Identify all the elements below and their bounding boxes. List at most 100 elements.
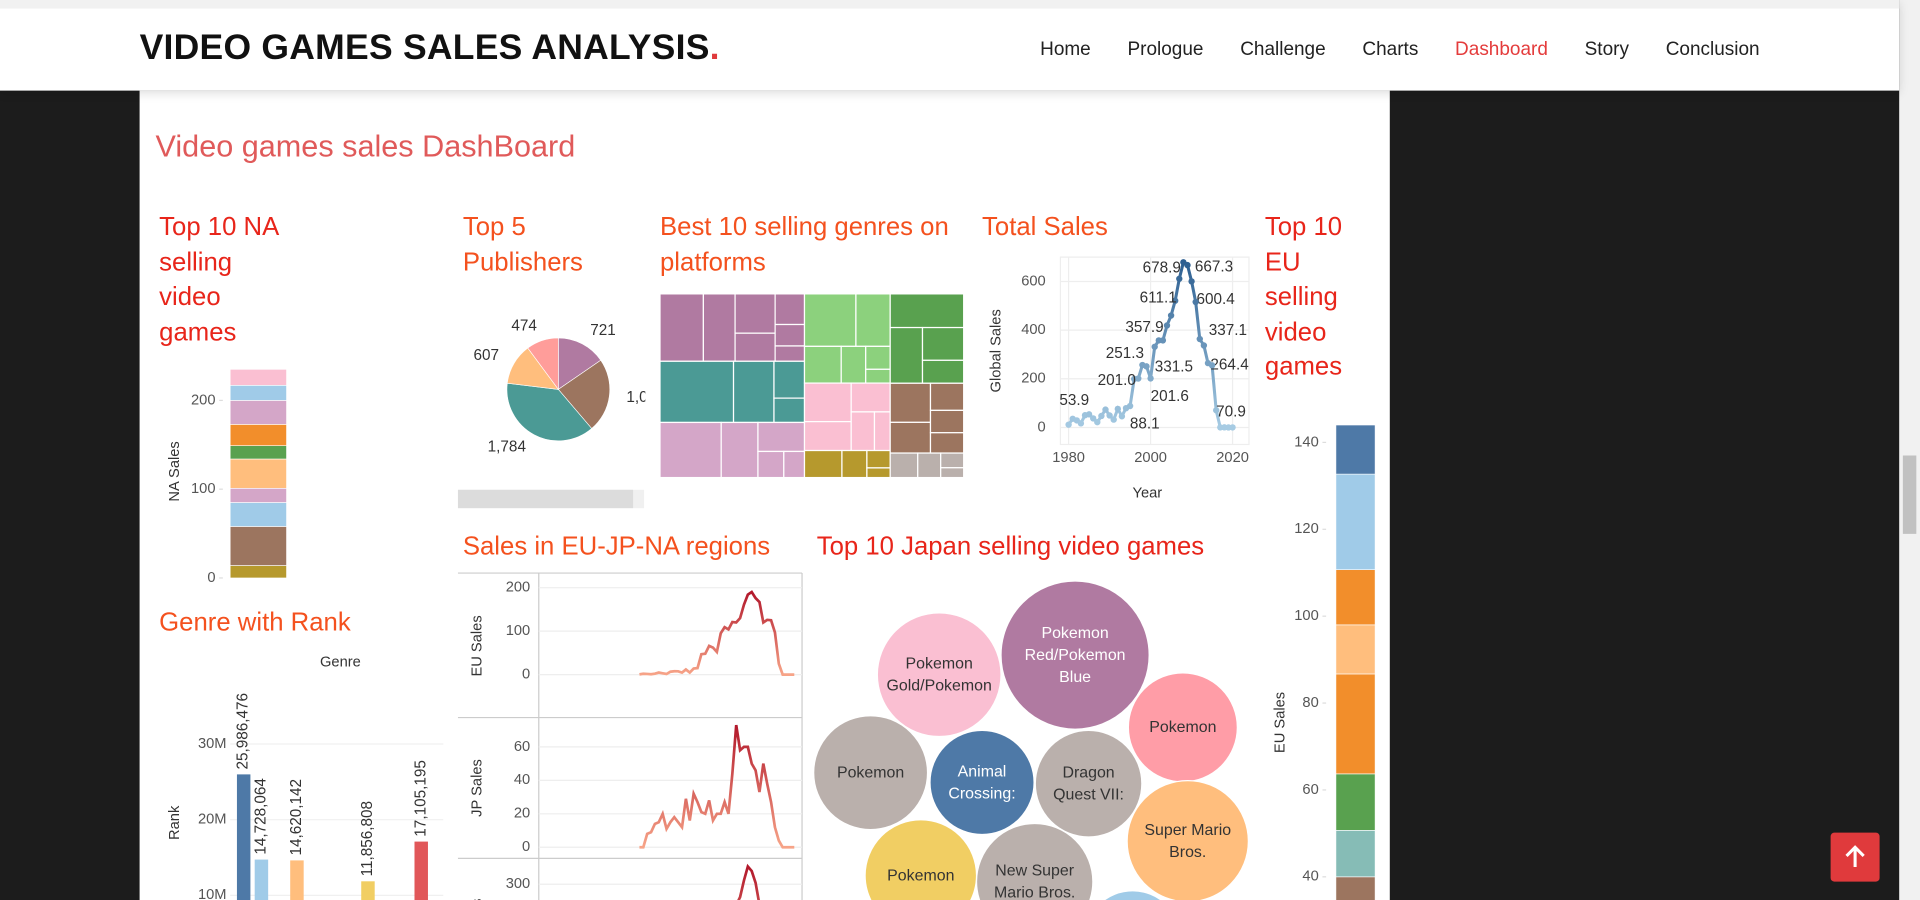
line-point — [1213, 407, 1220, 414]
bar-segment — [229, 526, 287, 566]
line-point — [1098, 412, 1105, 420]
scroll-top-button[interactable] — [1830, 832, 1880, 882]
nav-menu: Home Prologue Challenge Charts Dashboard Stor… — [1040, 39, 1759, 61]
treemap-cell — [773, 360, 806, 399]
treemap-cell — [850, 411, 876, 452]
y-tick-label: 200 — [191, 392, 216, 408]
treemap-cell — [929, 382, 965, 411]
treemap-cell — [940, 467, 965, 479]
treemap-cell — [803, 382, 852, 423]
scroll-thumb[interactable] — [1902, 455, 1917, 534]
panel-title: Top 10 NA selling video games — [159, 213, 278, 347]
treemap-cell — [873, 411, 891, 452]
brand[interactable]: VIDEO GAMES SALES ANALYSIS. — [140, 28, 720, 68]
worksheet-scroll-thumb[interactable] — [457, 489, 634, 509]
nav-link[interactable]: Prologue — [1127, 39, 1204, 60]
data-label: 264.4 — [1210, 357, 1249, 374]
bubble-label: Pokemon Gold/Pokemon — [886, 653, 992, 695]
treemap-cell — [889, 382, 932, 423]
y-tick-label: 60 — [1302, 782, 1318, 798]
treemap-cell — [803, 345, 842, 384]
bubble-label: Pokemon — [836, 762, 905, 782]
bubble-label: Animal Crossing: — [948, 761, 1016, 803]
treemap-cell — [866, 467, 891, 479]
bar-segment — [229, 565, 287, 579]
panel-title: Total Sales — [982, 213, 1108, 242]
line-point — [1184, 261, 1191, 269]
region-line — [639, 724, 795, 849]
y-tick-label: 40 — [514, 772, 530, 788]
panel-title: Top 10 Japan selling video games — [816, 532, 1205, 561]
data-label: 14,620,142 — [288, 779, 305, 856]
bar — [254, 859, 269, 900]
nav-link[interactable]: Dashboard — [1455, 39, 1548, 60]
line-point — [1176, 275, 1183, 282]
panel-title: Top 5 Publishers — [462, 213, 583, 277]
y-tick-label: 100 — [506, 623, 531, 639]
axis-title: NA Sales — [167, 441, 183, 501]
nav-link[interactable]: Challenge — [1240, 39, 1326, 60]
y-tick-label: 40 — [1302, 869, 1318, 885]
pie-slice — [557, 359, 611, 429]
bar — [236, 774, 251, 900]
bubble: Dragon Quest VII: — [1034, 729, 1143, 838]
data-label: 474 — [511, 318, 537, 335]
line-point — [1094, 418, 1101, 426]
line-point — [1102, 406, 1109, 413]
bar-segment — [229, 424, 287, 446]
nav-link[interactable]: Home — [1040, 39, 1091, 60]
bar-segment — [1335, 424, 1376, 475]
y-tick-label: 600 — [1021, 273, 1046, 289]
data-label: 611.1 — [1140, 289, 1177, 306]
treemap-cell — [889, 452, 919, 479]
y-tick-label: 0 — [207, 570, 215, 586]
bar — [414, 841, 428, 900]
treemap-cell — [659, 421, 722, 479]
treemap-cell — [773, 397, 806, 424]
axis-title: EU Sales — [1273, 692, 1289, 753]
nav-link[interactable]: Story — [1584, 39, 1629, 60]
treemap-cell — [774, 293, 806, 326]
data-label: 25,986,476 — [235, 693, 252, 770]
data-label: 11,856,808 — [359, 801, 376, 876]
treemap-cell — [929, 409, 965, 434]
y-tick-label: 20 — [514, 806, 530, 822]
y-tick-label: 0 — [522, 839, 530, 855]
axis-title: Rank — [167, 805, 183, 840]
bar-segment — [1335, 473, 1376, 570]
bar — [361, 881, 375, 900]
region-line — [737, 863, 760, 900]
line-point — [1090, 415, 1097, 422]
page-scrollbar[interactable] — [1899, 0, 1920, 900]
nav-link[interactable]: Charts — [1362, 39, 1419, 60]
line-point — [1196, 335, 1203, 343]
treemap-cell — [841, 449, 868, 479]
panel-title: Sales in EU-JP-NA regions — [462, 532, 771, 561]
bubble-label: Pokemon Red/Pokemon Blue — [1024, 623, 1126, 686]
treemap-cell — [850, 382, 891, 413]
treemap-cell — [865, 368, 891, 384]
line-point — [1118, 413, 1126, 420]
bubble: Animal Crossing: — [929, 729, 1035, 836]
line-point — [1065, 421, 1072, 428]
treemap-cell — [803, 293, 857, 347]
panel-title: Best 10 selling genres on platforms — [660, 213, 949, 277]
panel-title: Top 10 EU selling video games — [1264, 213, 1343, 382]
treemap-cell — [757, 450, 785, 479]
line-point — [1172, 297, 1179, 304]
bar-segment — [229, 458, 287, 489]
data-label: 70.9 — [1216, 404, 1246, 421]
bubble: Pokemon Red/Pokemon Blue — [1000, 580, 1150, 730]
plot-area — [1059, 256, 1250, 446]
treemap-cell — [921, 326, 965, 361]
bubble: Pokemon — [864, 819, 978, 900]
data-label: 201.6 — [1151, 388, 1189, 405]
nav-link[interactable]: Conclusion — [1665, 39, 1760, 60]
brand-text: VIDEO GAMES SALES ANALYSIS — [139, 28, 710, 68]
line-point — [1200, 342, 1208, 349]
treemap-cell — [774, 323, 806, 347]
line-point — [1085, 411, 1093, 418]
